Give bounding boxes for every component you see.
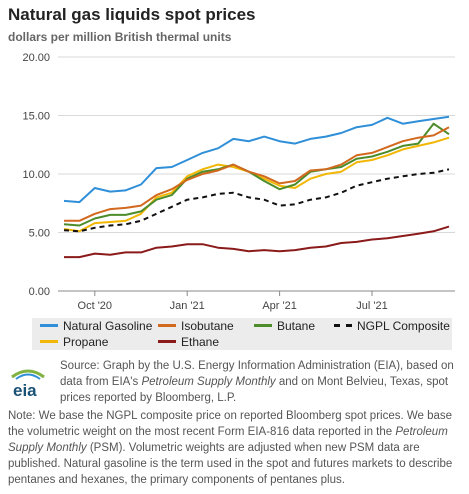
legend-item-butane[interactable]: Butane [254,318,315,334]
y-tick-label: 15.00 [22,111,50,123]
x-tick-label: Oct '20 [78,300,113,312]
legend-label: Butane [277,319,316,333]
legend-label: Natural Gasoline [63,319,153,333]
chart-plot: 0.00 5.00 10.00 15.00 20.00 Oct '20 Jan '21 Apr… [22,52,455,312]
x-tick-label: Jul '21 [356,300,387,312]
y-tick-label: 5.00 [29,228,50,240]
legend-swatch [158,340,176,344]
legend-swatch [158,324,176,328]
legend-label: NGPL Composite [357,319,450,333]
legend-item-natural-gasoline[interactable]: Natural Gasoline [40,318,152,334]
series-line-isobutane [64,126,450,222]
footnote: Note: We base the NGPL composite price o… [8,408,463,488]
legend-item-propane[interactable]: Propane [40,334,108,350]
source-line-2: and on Mont Belvieu, Texas, spot prices … [60,376,449,404]
series-line-natural-gasoline [63,115,450,204]
series-line-ngpl-composite [63,168,450,233]
chart-title: Natural gas liquids spot prices [8,5,256,24]
chart-legend: Natural Gasoline Isobutane Butane NGPL Comp… [32,318,452,350]
series-line-ethane [64,225,450,259]
legend-item-isobutane[interactable]: Isobutane [158,318,234,334]
legend-label: Propane [63,335,109,349]
source-note: Source: Graph by the U.S. Energy Informa… [60,358,460,406]
y-tick-label: 10.00 [22,169,50,181]
x-tick-label: Apr '21 [262,300,297,312]
axis-labels: 0.00 5.00 10.00 15.00 20.00 Oct '20 Jan '21 Apr… [22,52,387,312]
legend-label: Isobutane [181,319,234,333]
series-line-propane [63,136,450,233]
legend-label: Ethane [181,335,220,349]
series-layer [63,115,450,259]
eia-logo-icon[interactable]: eia [8,365,48,401]
x-tick-label: Jan '21 [170,300,205,312]
legend-swatch [334,324,352,328]
note-italic: Petroleum Supply Monthly [8,426,448,454]
source-line-1: Source: Graph by the U.S. Energy Informa… [60,360,454,388]
y-tick-label: 0.00 [29,286,50,298]
legend-swatch [254,324,272,328]
y-tick-label: 20.00 [22,52,50,64]
note-part-2: (PSM). Volumetric weights are adjusted w… [8,442,453,486]
note-part-1: Note: We base the NGPL composite price o… [8,410,453,438]
source-italic: Petroleum Supply Monthly [141,376,276,388]
eia-logo-text: eia [13,381,37,400]
legend-swatch [40,340,58,344]
legend-item-ngpl-composite[interactable]: NGPL Composite [334,318,450,334]
legend-swatch [40,324,58,328]
series-line-butane [63,122,450,227]
legend-item-ethane[interactable]: Ethane [158,334,219,350]
chart-subtitle: dollars per million British thermal unit… [8,30,232,44]
